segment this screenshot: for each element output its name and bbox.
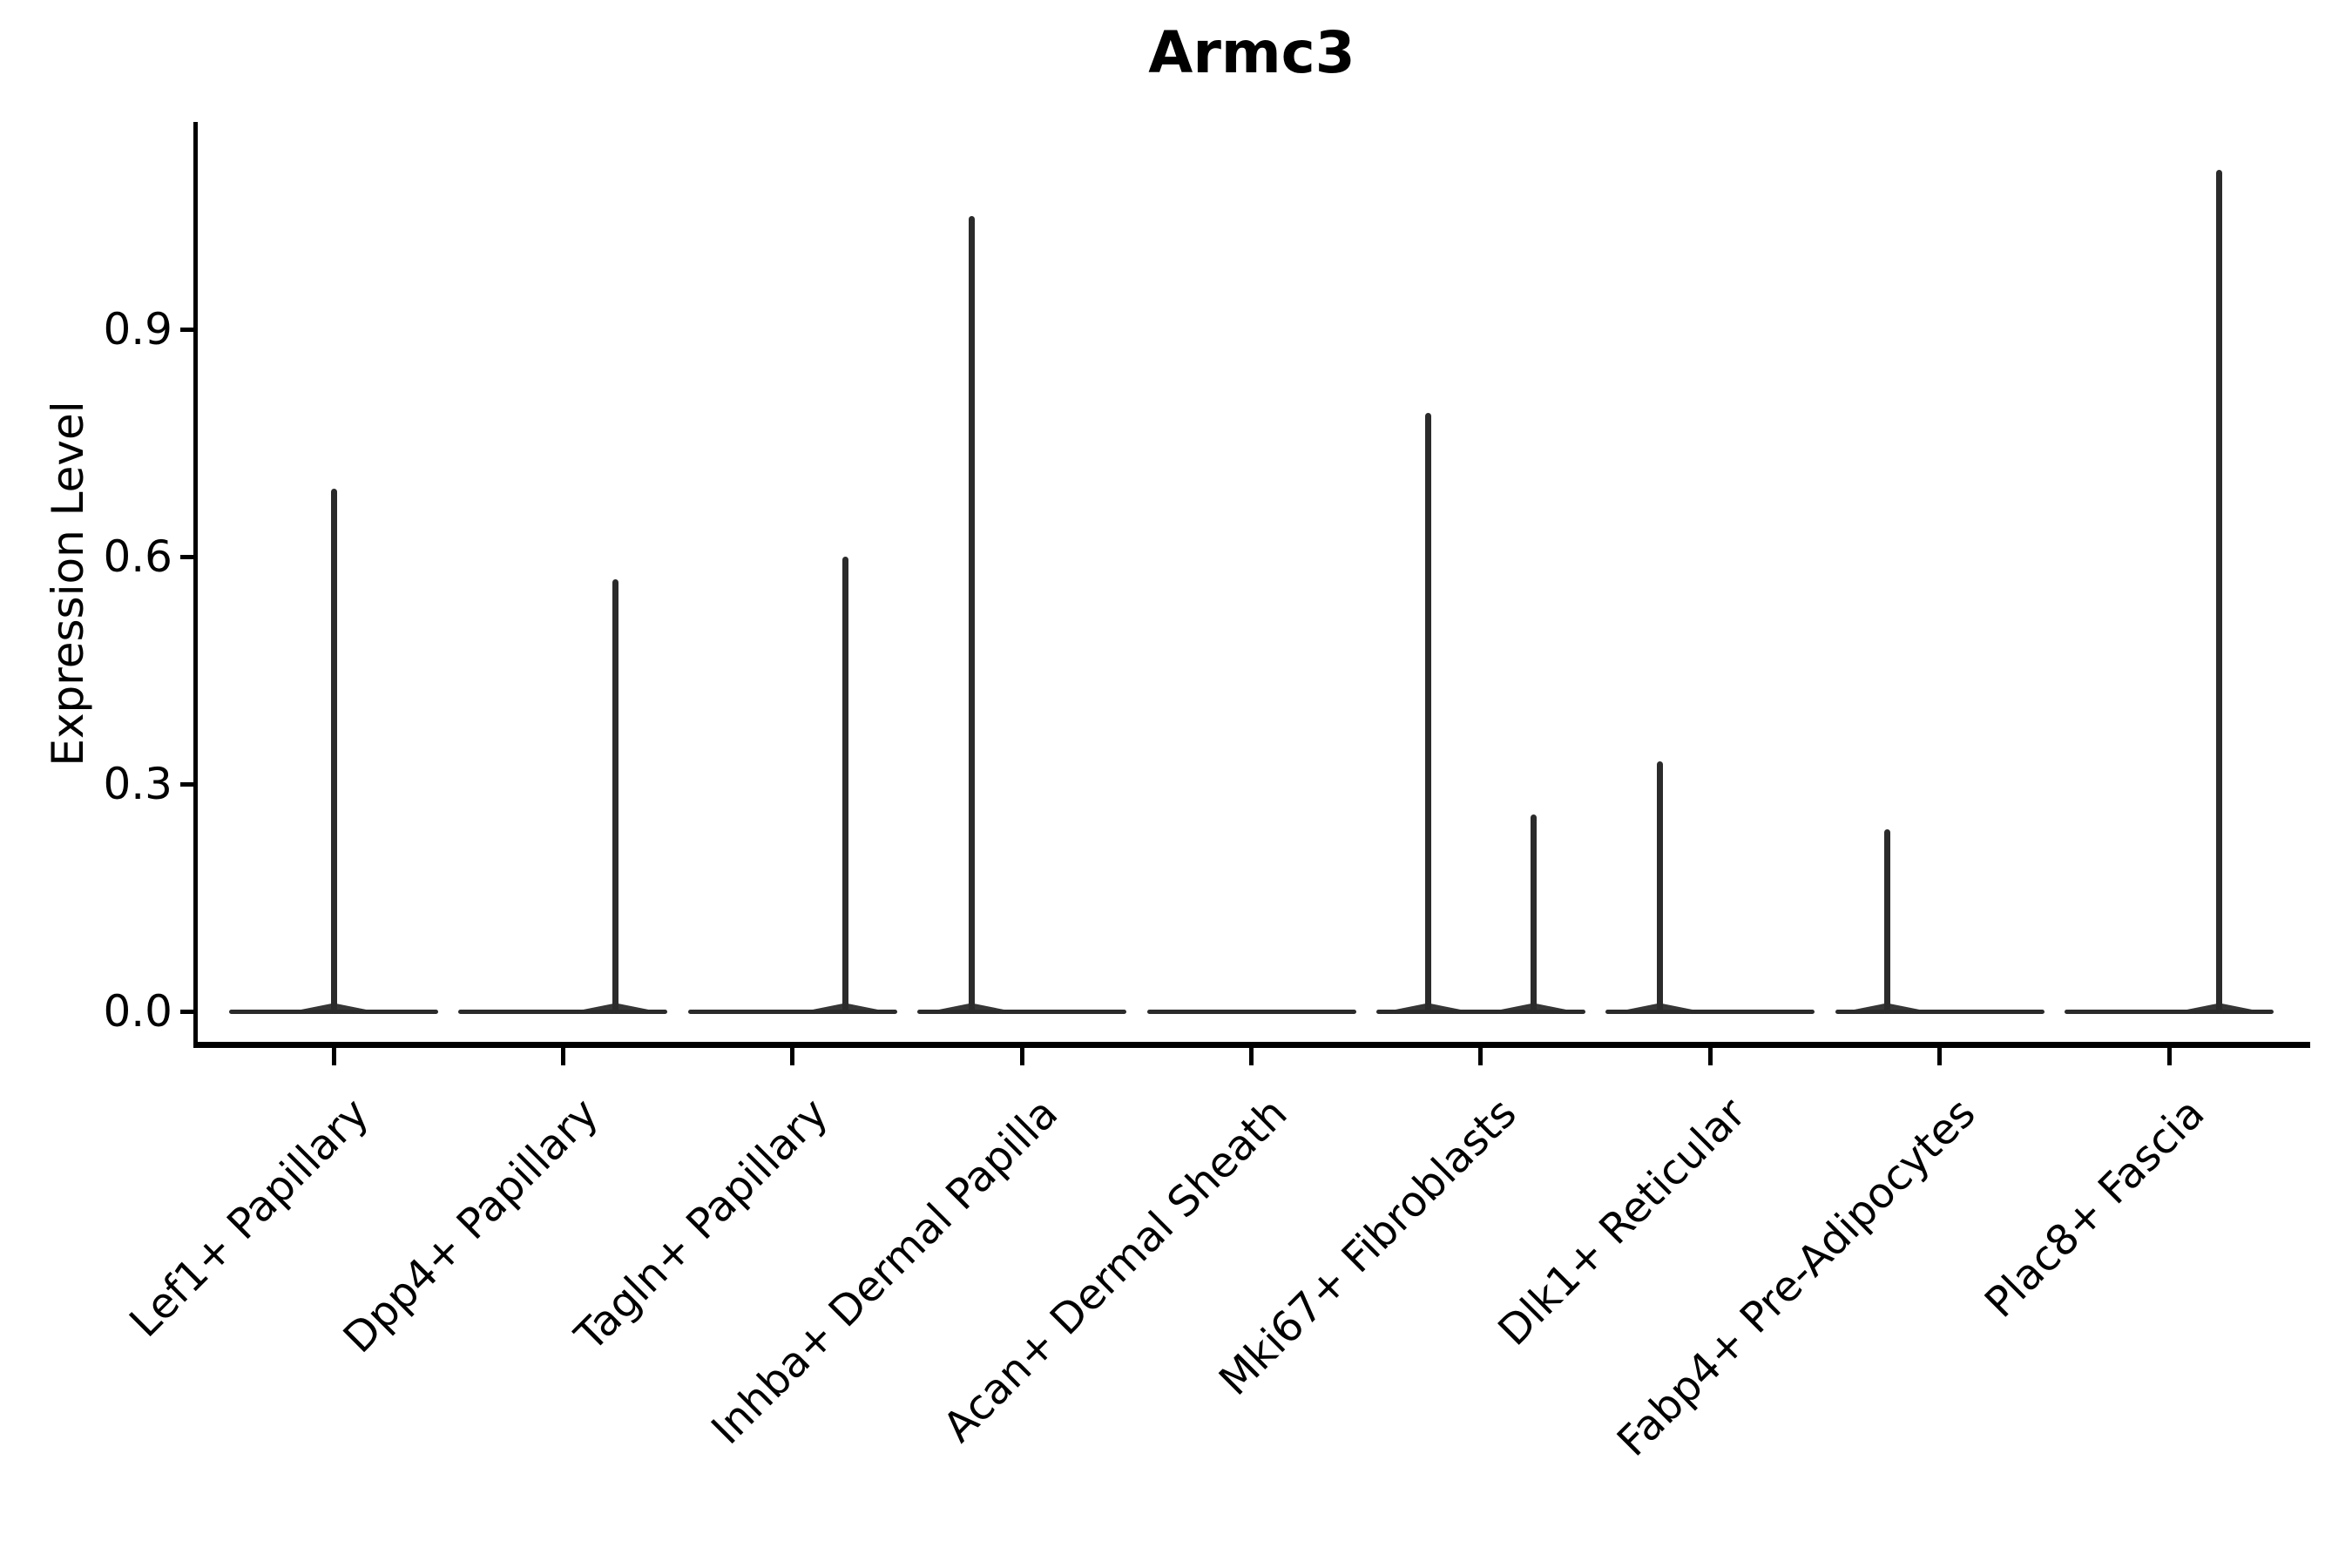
- violin-spike: [841, 557, 848, 1013]
- violin-spike: [2216, 170, 2223, 1013]
- x-tick: [1707, 1048, 1713, 1065]
- y-tick: [180, 554, 193, 559]
- x-tick: [1478, 1048, 1484, 1065]
- y-axis-label: Expression Level: [43, 401, 93, 767]
- y-axis-spine: [193, 122, 198, 1048]
- x-tick-label-text: Dlk1+ Reticular: [1489, 1089, 1755, 1355]
- x-axis-spine: [193, 1042, 2310, 1048]
- chart-title: Armc3: [1148, 19, 1355, 86]
- violin-base: [917, 1009, 1127, 1014]
- violin-spike: [1530, 814, 1537, 1013]
- violin-spike: [1883, 829, 1890, 1013]
- violin-spike: [612, 579, 619, 1013]
- x-tick-label-text: Dpp4+ Papillary: [334, 1089, 608, 1363]
- violin-base: [2065, 1009, 2274, 1014]
- violin-base: [1605, 1009, 1815, 1014]
- violin-spike: [1424, 412, 1431, 1013]
- violin-spike: [1656, 760, 1663, 1013]
- x-tick: [1937, 1048, 1943, 1065]
- violin-base: [1146, 1009, 1356, 1014]
- x-tick: [1249, 1048, 1254, 1065]
- x-tick-label-text: Lef1+ Papillary: [120, 1089, 379, 1347]
- x-tick: [2166, 1048, 2172, 1065]
- violin-spike: [968, 215, 975, 1013]
- violin-base: [687, 1009, 897, 1014]
- y-tick-label: 0.0: [103, 986, 172, 1037]
- x-tick-label-text: Tagln+ Papillary: [565, 1089, 838, 1361]
- violin-base: [1835, 1009, 2044, 1014]
- y-tick: [180, 1009, 193, 1014]
- y-tick-label: 0.6: [103, 531, 172, 582]
- violin-base: [1375, 1009, 1585, 1014]
- x-tick: [790, 1048, 795, 1065]
- y-tick: [180, 327, 193, 332]
- y-tick-label: 0.9: [103, 304, 172, 355]
- x-tick: [1019, 1048, 1024, 1065]
- x-tick: [331, 1048, 336, 1065]
- y-tick: [180, 781, 193, 787]
- y-tick-label: 0.3: [103, 759, 172, 809]
- violin-spike: [330, 488, 337, 1013]
- violin-base: [458, 1009, 668, 1014]
- x-tick-label-text: Plac8+ Fascia: [1976, 1089, 2214, 1328]
- x-tick: [560, 1048, 565, 1065]
